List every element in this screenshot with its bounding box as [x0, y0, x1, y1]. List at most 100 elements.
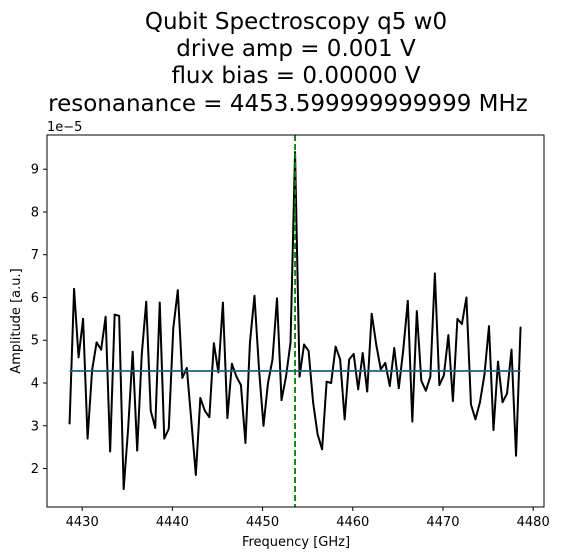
data-point: [307, 350, 310, 352]
data-point: [199, 397, 202, 399]
x-tick-label: 4440: [156, 515, 189, 530]
data-point: [68, 422, 71, 425]
title-line-4: resonanance = 4453.599999999999 MHz: [48, 91, 528, 117]
data-point: [366, 390, 369, 393]
data-point: [271, 358, 274, 361]
data-point: [253, 294, 256, 297]
data-point: [325, 380, 328, 383]
data-point: [379, 368, 382, 371]
title-line-1: Qubit Spectroscopy q5 w0: [145, 9, 447, 35]
y-tick-label: 3: [31, 419, 39, 434]
data-point: [172, 327, 175, 330]
data-point: [294, 151, 296, 154]
y-tick-label: 6: [31, 291, 39, 306]
data-point: [131, 350, 134, 353]
data-point: [244, 441, 247, 444]
data-point: [280, 399, 283, 401]
data-point: [384, 362, 387, 364]
data-point: [86, 437, 89, 440]
data-point: [194, 474, 197, 476]
y-offset-label: 1e−5: [47, 120, 82, 135]
data-point: [167, 427, 170, 430]
data-point: [361, 352, 364, 354]
data-point: [312, 401, 314, 404]
data-point: [397, 387, 400, 390]
data-point: [258, 367, 260, 370]
data-point: [208, 416, 211, 419]
data-point: [474, 418, 477, 421]
data-point: [276, 297, 278, 300]
data-point: [95, 341, 98, 344]
data-point: [176, 289, 179, 292]
data-point: [415, 310, 418, 313]
plot-area: [68, 135, 522, 507]
title-line-2: drive amp = 0.001 V: [176, 36, 416, 62]
data-point: [465, 296, 468, 299]
data-point: [510, 348, 513, 351]
data-point: [240, 384, 242, 387]
data-point: [501, 401, 504, 404]
data-point: [492, 429, 495, 431]
data-point: [470, 403, 472, 406]
data-point: [370, 312, 373, 315]
data-point: [82, 317, 84, 320]
data-point: [190, 419, 193, 422]
data-point: [122, 488, 125, 490]
data-point: [438, 384, 441, 387]
data-point: [267, 382, 269, 384]
data-point: [339, 358, 342, 361]
y-tick-label: 2: [31, 462, 39, 477]
data-point: [334, 345, 337, 348]
data-point: [104, 315, 107, 318]
data-point: [109, 450, 112, 453]
data-point: [136, 449, 139, 452]
data-point: [77, 356, 80, 359]
data-point: [316, 433, 319, 436]
data-point: [515, 454, 517, 457]
data-point: [352, 353, 355, 355]
data-point: [406, 300, 409, 302]
y-tick-label: 5: [31, 334, 39, 349]
title-line-3: flux bias = 0.00000 V: [171, 63, 420, 89]
data-point: [185, 367, 188, 369]
data-point: [149, 409, 152, 412]
data-point: [303, 343, 305, 346]
x-tick-label: 4450: [246, 515, 279, 530]
y-tick-label: 4: [31, 377, 39, 392]
data-point: [483, 373, 486, 376]
x-tick-label: 4480: [517, 515, 550, 530]
data-point: [497, 360, 499, 363]
chart-title: Qubit Spectroscopy q5 w0 drive amp = 0.0…: [48, 9, 528, 117]
data-point: [231, 362, 233, 365]
data-point: [163, 437, 166, 440]
data-point: [298, 375, 301, 378]
data-point: [235, 375, 238, 378]
data-point: [127, 427, 130, 429]
data-point: [73, 288, 75, 290]
x-tick-label: 4470: [426, 515, 459, 530]
y-axis-ticks: 2 3 4 5 6 7 8 9: [31, 163, 47, 477]
data-point: [330, 382, 333, 384]
y-tick-label: 8: [31, 205, 39, 220]
data-point: [456, 317, 459, 320]
data-point: [461, 323, 463, 325]
data-point: [181, 376, 184, 379]
data-point: [118, 314, 121, 317]
x-tick-label: 4430: [66, 515, 99, 530]
data-point: [402, 348, 405, 351]
data-point: [262, 424, 265, 427]
data-point: [221, 301, 224, 304]
y-tick-label: 9: [31, 163, 39, 178]
data-point: [289, 341, 292, 344]
data-point: [158, 301, 161, 304]
data-point: [100, 348, 103, 351]
data-point: [203, 409, 206, 412]
axes-frame: [46, 134, 545, 508]
x-axis-label: Frequency [GHz]: [242, 535, 350, 550]
data-point: [506, 392, 508, 395]
data-point: [226, 417, 229, 419]
data-point: [357, 388, 360, 391]
data-point: [519, 326, 522, 329]
data-point: [411, 420, 414, 423]
